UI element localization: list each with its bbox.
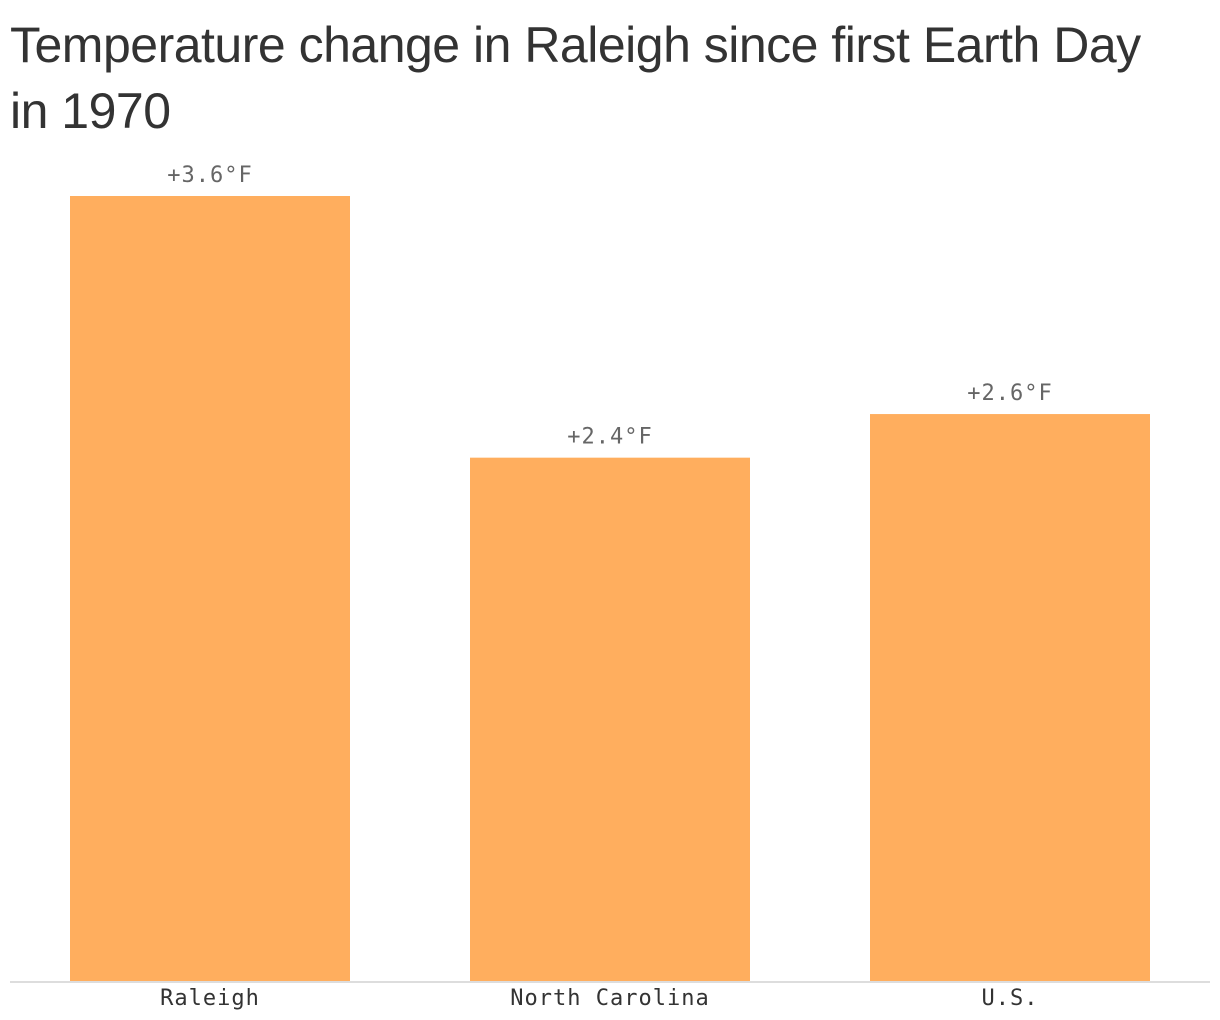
labels-group: +3.6°F Raleigh +2.4°F North Carolina +2.6°F U… xyxy=(160,163,1052,1011)
data-label-north-carolina: +2.4°F xyxy=(567,425,652,450)
bar-raleigh xyxy=(70,196,350,981)
data-label-u-s: +2.6°F xyxy=(967,381,1052,406)
bar-u-s xyxy=(870,414,1150,981)
category-label-u-s: U.S. xyxy=(982,986,1039,1011)
bar-north-carolina xyxy=(470,457,750,982)
category-label-north-carolina: North Carolina xyxy=(510,986,709,1011)
chart-title: Temperature change in Raleigh since firs… xyxy=(10,17,1141,139)
data-label-raleigh: +3.6°F xyxy=(167,163,252,188)
category-label-raleigh: Raleigh xyxy=(160,986,260,1011)
bars-group xyxy=(70,196,1150,982)
